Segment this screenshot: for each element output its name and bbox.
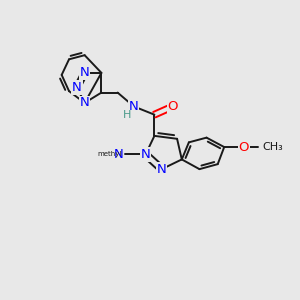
Text: N: N [80, 96, 89, 110]
Text: O: O [238, 141, 249, 154]
Text: O: O [168, 100, 178, 113]
Text: N: N [114, 148, 124, 161]
Text: methyl: methyl [98, 151, 122, 157]
Text: H: H [123, 110, 131, 120]
Text: N: N [157, 163, 167, 176]
Text: N: N [72, 81, 82, 94]
Text: CH₃: CH₃ [262, 142, 283, 152]
Text: N: N [80, 66, 89, 80]
Text: N: N [129, 100, 139, 113]
Text: N: N [141, 148, 151, 161]
